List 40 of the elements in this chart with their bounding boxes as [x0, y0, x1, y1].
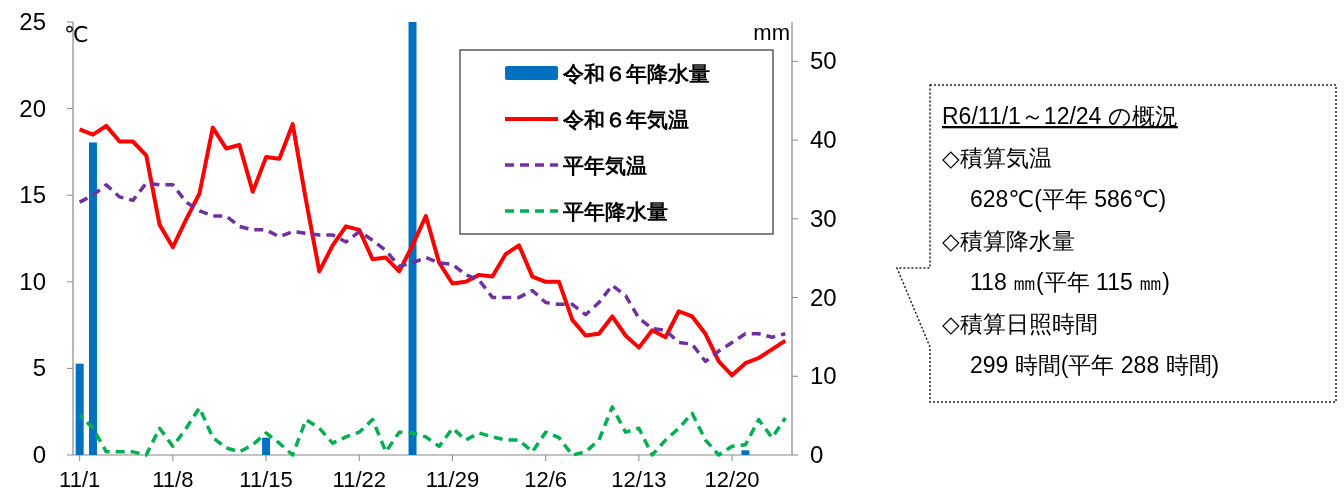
line-series	[77, 181, 788, 364]
y2-tick-label: 20	[810, 283, 837, 311]
text: R6/11/1～12/24 の概況	[942, 103, 1178, 129]
y-tick-label: 15	[19, 181, 46, 209]
bar	[741, 450, 750, 455]
x-tick-label: 11/15	[239, 467, 293, 492]
y-tick-label: 20	[19, 94, 46, 122]
legend-label: 平年降水量	[562, 200, 668, 223]
bar	[408, 22, 417, 455]
bar	[262, 437, 271, 455]
y2-axis-title: mm	[753, 20, 790, 45]
text: 299 時間(平年 288 時間)	[970, 352, 1220, 378]
y2-tick-label: 50	[810, 47, 837, 75]
y2-tick-label: 30	[810, 204, 837, 232]
y-axis-title: ℃	[64, 22, 89, 47]
y-tick-label: 25	[19, 8, 46, 35]
x-tick-label: 11/29	[425, 467, 480, 492]
text: 118 ㎜(平年 115 ㎜)	[970, 269, 1170, 295]
bar	[88, 142, 97, 455]
y2-tick-label: 0	[810, 441, 824, 468]
line-series	[77, 405, 788, 457]
y-tick-label: 5	[32, 354, 46, 382]
y2-tick-label: 10	[810, 362, 837, 390]
legend-label: 令和６年降水量	[562, 62, 710, 85]
text: ◇積算気温	[942, 144, 1052, 171]
y2-tick-label: 40	[810, 126, 837, 154]
y-tick-label: 0	[32, 441, 46, 468]
bar	[75, 363, 84, 455]
x-tick-label: 12/6	[524, 467, 568, 492]
x-tick-label: 11/8	[152, 467, 194, 492]
legend-label: 令和６年気温	[562, 108, 689, 131]
y-tick-label: 10	[19, 267, 46, 295]
x-tick-label: 11/22	[332, 467, 386, 492]
x-tick-label: 12/13	[611, 467, 667, 492]
legend-label: 平年気温	[562, 154, 647, 177]
text: ◇積算日照時間	[942, 310, 1098, 337]
text: 628℃(平年 586℃)	[970, 186, 1167, 212]
x-tick-label: 11/1	[59, 467, 101, 492]
x-tick-label: 12/20	[704, 467, 760, 492]
text: ◇積算降水量	[942, 227, 1075, 254]
